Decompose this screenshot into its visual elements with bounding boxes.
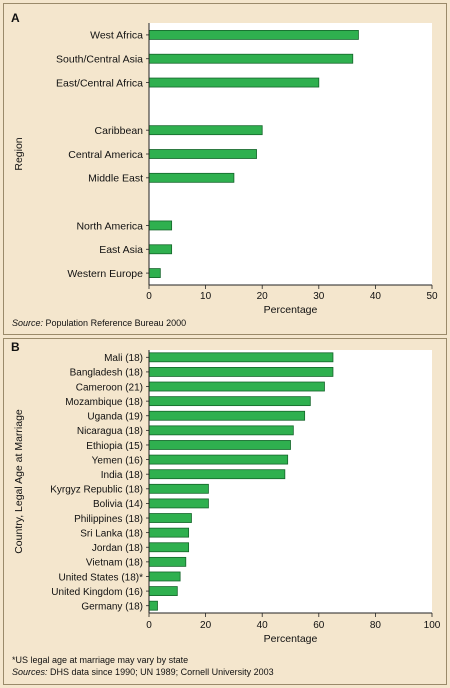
bar xyxy=(148,571,181,582)
x-tick-label: 40 xyxy=(370,291,382,302)
y-axis-label: Country, Legal Age at Marriage xyxy=(13,409,25,554)
panel-b-letter: B xyxy=(11,340,20,354)
bar xyxy=(148,586,178,596)
bar xyxy=(148,410,306,421)
category-label: Kyrgyz Republic (18) xyxy=(50,485,143,496)
x-tick-label: 80 xyxy=(370,620,382,631)
bar xyxy=(148,542,190,553)
category-label: East Asia xyxy=(99,244,143,256)
panel-b-footnote: *US legal age at marriage may vary by st… xyxy=(12,655,189,665)
x-tick-label: 0 xyxy=(146,620,152,631)
category-label: Philippines (18) xyxy=(74,514,143,525)
category-label: South/Central Asia xyxy=(56,54,143,66)
bar xyxy=(148,556,187,567)
bar xyxy=(148,220,173,231)
panel-a-letter: A xyxy=(11,11,20,25)
x-tick-label: 30 xyxy=(313,291,325,302)
category-label: Central America xyxy=(68,149,143,161)
sources-text: DHS data since 1990; UN 1989; Cornell Un… xyxy=(47,667,274,677)
category-label: United States (18)* xyxy=(59,572,144,583)
bar xyxy=(148,498,209,509)
category-label: United Kingdom (16) xyxy=(51,587,143,598)
category-label: Caribbean xyxy=(95,125,144,137)
x-tick-label: 20 xyxy=(200,620,212,631)
bar xyxy=(148,367,334,377)
category-label: Nicaragua (18) xyxy=(77,426,143,437)
bar xyxy=(148,172,235,183)
category-label: Bolivia (14) xyxy=(93,499,143,510)
x-tick-label: 60 xyxy=(313,620,325,631)
category-label: Mozambique (18) xyxy=(65,397,143,408)
category-label: Vietnam (18) xyxy=(86,558,143,569)
bar xyxy=(148,527,190,538)
category-label: Bangladesh (18) xyxy=(70,368,143,379)
category-label: Mali (18) xyxy=(104,353,143,364)
bar xyxy=(148,125,263,136)
bar xyxy=(148,440,291,450)
source-key: Source: xyxy=(12,318,44,328)
category-label: Germany (18) xyxy=(81,601,143,612)
category-label: Jordan (18) xyxy=(92,543,143,554)
bar xyxy=(148,454,289,465)
bar xyxy=(148,30,359,40)
category-label: North America xyxy=(76,220,143,232)
x-tick-label: 10 xyxy=(200,291,212,302)
sources-key: Sources: xyxy=(12,667,48,677)
category-label: Sri Lanka (18) xyxy=(80,528,143,539)
bar xyxy=(148,77,320,88)
bar xyxy=(148,268,161,278)
category-label: Cameroon (21) xyxy=(76,382,143,393)
category-label: Western Europe xyxy=(67,268,143,280)
bar xyxy=(148,396,311,407)
bar xyxy=(148,149,257,159)
x-tick-label: 100 xyxy=(424,620,441,631)
bar xyxy=(148,483,209,494)
x-tick-label: 50 xyxy=(426,291,438,302)
panel-a-source: Source: Population Reference Bureau 2000 xyxy=(12,318,186,328)
panel-a-frame xyxy=(3,3,447,335)
x-axis-label: Percentage xyxy=(264,633,318,645)
category-label: Ethiopia (15) xyxy=(86,441,143,452)
panel-b-frame xyxy=(3,338,447,685)
bar xyxy=(148,53,354,64)
source-text: Population Reference Bureau 2000 xyxy=(43,318,187,328)
x-axis-label: Percentage xyxy=(264,304,318,316)
chart-b: Mali (18) Bangladesh (18) Cameroon (21) Moz… xyxy=(13,350,441,645)
category-label: Middle East xyxy=(88,173,143,185)
category-label: India (18) xyxy=(101,470,143,481)
category-label: Uganda (19) xyxy=(87,412,143,423)
category-label: East/Central Africa xyxy=(56,77,143,89)
y-axis-label: Region xyxy=(13,137,25,170)
bar xyxy=(148,513,192,523)
bar xyxy=(148,244,173,255)
bar xyxy=(148,469,286,480)
bar xyxy=(148,352,334,363)
panel-b-sources: Sources: DHS data since 1990; UN 1989; C… xyxy=(12,667,274,677)
x-tick-label: 0 xyxy=(146,291,152,302)
bar xyxy=(148,425,294,436)
bar xyxy=(148,600,158,611)
chart-a: West Africa South/Central Asia East/Centra… xyxy=(13,23,438,316)
category-label: Yemen (16) xyxy=(92,455,143,466)
category-label: West Africa xyxy=(90,30,143,42)
x-tick-label: 40 xyxy=(257,620,269,631)
plot-area xyxy=(149,350,432,613)
bar xyxy=(148,381,325,392)
x-tick-label: 20 xyxy=(257,291,269,302)
